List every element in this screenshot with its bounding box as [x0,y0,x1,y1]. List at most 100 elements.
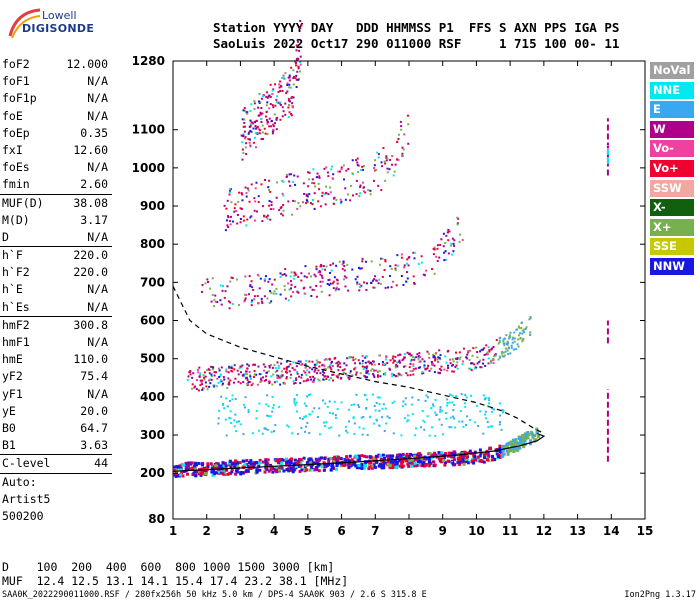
echo-point [299,205,302,208]
echo-point [364,356,367,359]
echo-point [346,263,349,266]
echo-point [346,431,349,434]
echo-point [401,146,404,149]
echo-point [237,380,240,383]
echo-point [378,278,381,281]
echo-point [245,462,249,466]
echo-point [458,420,461,423]
echo-point [382,461,386,465]
echo-point [499,336,502,339]
echo-point [397,159,400,162]
echo-point [354,362,357,365]
echo-point [258,100,261,103]
echo-point [412,373,415,376]
echo-point [266,428,269,431]
echo-point [335,288,338,291]
echo-point [296,290,299,293]
echo-point [298,49,301,52]
echo-point [388,416,391,419]
echo-point [239,472,243,476]
echo-point [334,414,337,417]
echo-point [275,98,278,101]
echo-point [285,460,289,464]
echo-point [313,467,317,471]
echo-point [471,362,474,365]
echo-point [482,460,486,464]
echo-point [241,141,244,144]
echo-point [288,460,292,464]
echo-point [262,363,265,366]
auto-line: Auto: [2,474,37,489]
echo-point [410,360,413,363]
param-value: 64.7 [80,420,108,435]
echo-point [460,393,463,396]
echo-point [337,170,340,173]
echo-point [246,112,249,115]
echo-point [191,466,195,470]
plot-frame [172,60,646,520]
echo-point [325,378,328,381]
echo-point [505,449,509,453]
echo-point [296,433,299,436]
echo-point [274,469,278,473]
echo-point [434,411,437,414]
echo-point [498,421,501,424]
echo-point [288,86,291,89]
echo-point [304,371,307,374]
echo-point [324,402,327,405]
echo-point [257,201,260,204]
param-key: D [2,229,9,244]
echo-point [430,426,433,429]
echo-point [406,277,409,280]
echo-point [433,451,437,455]
echo-point [430,407,433,410]
echo-point [378,370,381,373]
echo-point [264,365,267,368]
echo-point [405,262,408,265]
echo-point [223,407,226,410]
echo-point [438,372,441,375]
echo-point [412,365,415,368]
echo-point [257,128,260,131]
echo-point [524,327,527,330]
echo-point [305,359,308,362]
echo-point [520,327,523,330]
legend-item: X+ [650,218,694,236]
echo-point [288,173,291,176]
echo-point [381,453,385,457]
echo-point [339,362,342,365]
echo-point [247,381,250,384]
echo-point [279,272,282,275]
echo-point [263,427,266,430]
echo-point [442,232,445,235]
echo-point [483,354,486,357]
echo-point [400,253,403,256]
echo-point [243,300,246,303]
echo-point [209,382,212,385]
echo-point [260,117,263,120]
echo-point [239,382,242,385]
param-value: 0.35 [80,125,108,140]
echo-point [389,265,392,268]
echo-point [480,348,483,351]
param-row: foEs N/A [0,159,112,176]
echo-point [285,176,288,179]
echo-point [254,200,257,203]
echo-point [260,120,263,123]
echo-point [393,459,397,463]
echo-point [360,466,364,470]
echo-point [308,360,311,363]
echo-point [247,132,250,135]
echo-point [177,465,181,469]
echo-point [384,373,387,376]
echo-point [340,168,343,171]
echo-point [222,464,226,468]
echo-point [217,417,220,420]
echo-point [431,353,434,356]
echo-point [423,457,427,461]
echo-point [287,200,290,203]
echo-point [287,425,290,428]
echo-point [288,83,291,86]
echo-point [258,402,261,405]
